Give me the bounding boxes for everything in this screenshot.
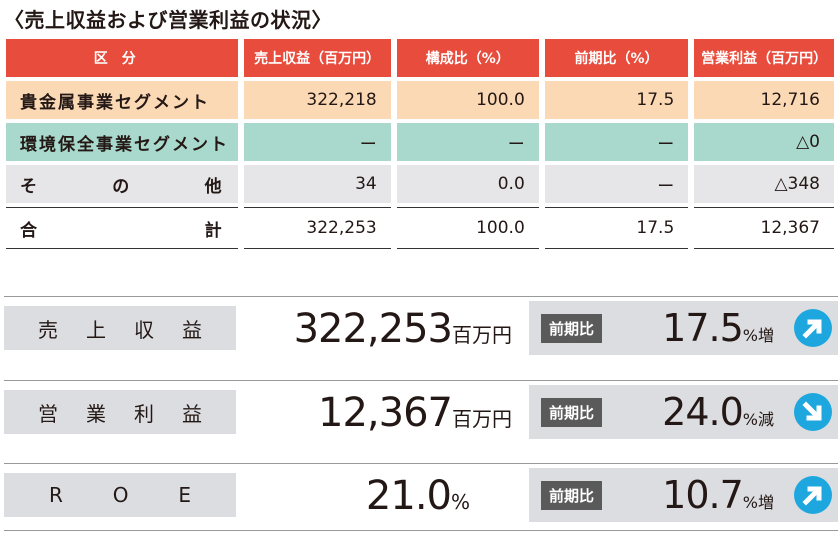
kpi-row-operating-profit: 営 業 利 益 12,367百万円 前期比 24.0%減 (4, 380, 838, 447)
header-sales: 売上収益（百万円） (243, 39, 391, 77)
row-label-part: 合 (20, 220, 39, 241)
arrow-up-right-icon (794, 476, 832, 514)
table-row: そ の 他 34 0.0 ー △348 (6, 165, 834, 203)
cell-sales: 322,253 (243, 207, 391, 249)
kpi-value: 322,253百万円 (240, 299, 512, 359)
kpi-label-char: O (112, 483, 129, 507)
kpi-comparison: 前期比 17.5%増 (529, 301, 838, 355)
table-header-row: 区分 売上収益（百万円） 構成比（%） 前期比（%） 営業利益（百万円） (6, 39, 834, 77)
kpi-comparison: 前期比 10.7%増 (529, 468, 838, 522)
row-label: 合 計 (6, 207, 238, 249)
kpi-value-number: 12,367 (318, 390, 453, 436)
cell-yoy: 17.5 (544, 81, 689, 119)
row-label: 貴金属事業セグメント (6, 81, 238, 119)
kpi-change: 17.5%増 (662, 301, 774, 363)
row-label: そ の 他 (6, 165, 238, 203)
kpi-change-unit: %増 (742, 326, 774, 345)
cell-operating-profit: △0 (694, 123, 834, 161)
kpi-row-sales: 売 上 収 益 322,253百万円 前期比 17.5%増 (4, 296, 838, 363)
kpi-comparison: 前期比 24.0%減 (529, 385, 838, 439)
header-yoy: 前期比（%） (544, 39, 689, 77)
row-label-part: 他 (204, 176, 224, 197)
yoy-chip: 前期比 (541, 398, 603, 427)
kpi-label-char: E (178, 483, 192, 507)
cell-operating-profit: △348 (694, 165, 834, 203)
kpi-value-number: 322,253 (293, 306, 453, 352)
kpi-change-unit: %増 (742, 493, 774, 512)
table-row: 貴金属事業セグメント 322,218 100.0 17.5 12,716 (6, 81, 834, 119)
header-operating-profit: 営業利益（百万円） (694, 39, 834, 77)
cell-ratio: 100.0 (396, 207, 539, 249)
kpi-value-unit: 百万円 (452, 407, 512, 431)
kpi-label-char: 利 (134, 401, 154, 426)
yoy-chip: 前期比 (541, 481, 603, 510)
arrow-down-right-icon (794, 393, 832, 431)
table-row: 環境保全事業セグメント ー ー ー △0 (6, 123, 834, 161)
kpi-change: 24.0%減 (662, 385, 774, 447)
kpi-label-char: R (48, 483, 63, 507)
kpi-change-unit: %減 (742, 410, 774, 429)
kpi-label-char: 売 (38, 317, 58, 342)
segment-table: 区分 売上収益（百万円） 構成比（%） 前期比（%） 営業利益（百万円） 貴金属… (0, 35, 840, 253)
row-label-part: の (112, 176, 132, 197)
kpi-value-unit: % (450, 490, 470, 514)
cell-yoy: ー (544, 165, 689, 203)
kpi-label-char: 益 (182, 317, 202, 342)
kpi-value: 12,367百万円 (240, 383, 512, 443)
table-total-row: 合 計 322,253 100.0 17.5 12,367 (6, 207, 834, 249)
kpi-value-unit: 百万円 (452, 323, 512, 347)
kpi-change-number: 10.7 (662, 473, 744, 517)
row-label-part: 計 (204, 220, 224, 241)
arrow-up-right-icon (794, 309, 832, 347)
cell-ratio: 100.0 (396, 81, 539, 119)
kpi-change: 10.7%増 (662, 468, 774, 530)
kpi-label: 営 業 利 益 (4, 390, 236, 434)
cell-ratio: 0.0 (396, 165, 539, 203)
cell-sales: 34 (243, 165, 391, 203)
kpi-label: 売 上 収 益 (4, 306, 236, 350)
kpi-value: 21.0% (240, 466, 470, 526)
cell-yoy: 17.5 (544, 207, 689, 249)
row-label: 環境保全事業セグメント (6, 123, 238, 161)
cell-operating-profit: 12,716 (694, 81, 834, 119)
kpi-label-char: 上 (86, 317, 106, 342)
kpi-label-char: 業 (86, 401, 106, 426)
kpi-row-roe: R O E 21.0% 前期比 10.7%増 (4, 463, 838, 531)
cell-sales: ー (243, 123, 391, 161)
kpi-label-char: 営 (38, 401, 58, 426)
cell-sales: 322,218 (243, 81, 391, 119)
row-label-part: そ (20, 176, 39, 197)
kpi-label-char: 収 (134, 317, 154, 342)
kpi-label-char: 益 (182, 401, 202, 426)
kpi-change-number: 17.5 (662, 306, 744, 350)
kpi-label: R O E (4, 473, 236, 517)
cell-ratio: ー (396, 123, 539, 161)
kpi-value-number: 21.0 (365, 473, 452, 519)
cell-yoy: ー (544, 123, 689, 161)
header-category: 区分 (6, 39, 238, 77)
page-title: 〈売上収益および営業利益の状況〉 (4, 8, 332, 32)
header-ratio: 構成比（%） (396, 39, 539, 77)
cell-operating-profit: 12,367 (694, 207, 834, 249)
yoy-chip: 前期比 (541, 314, 603, 343)
kpi-change-number: 24.0 (662, 390, 744, 434)
